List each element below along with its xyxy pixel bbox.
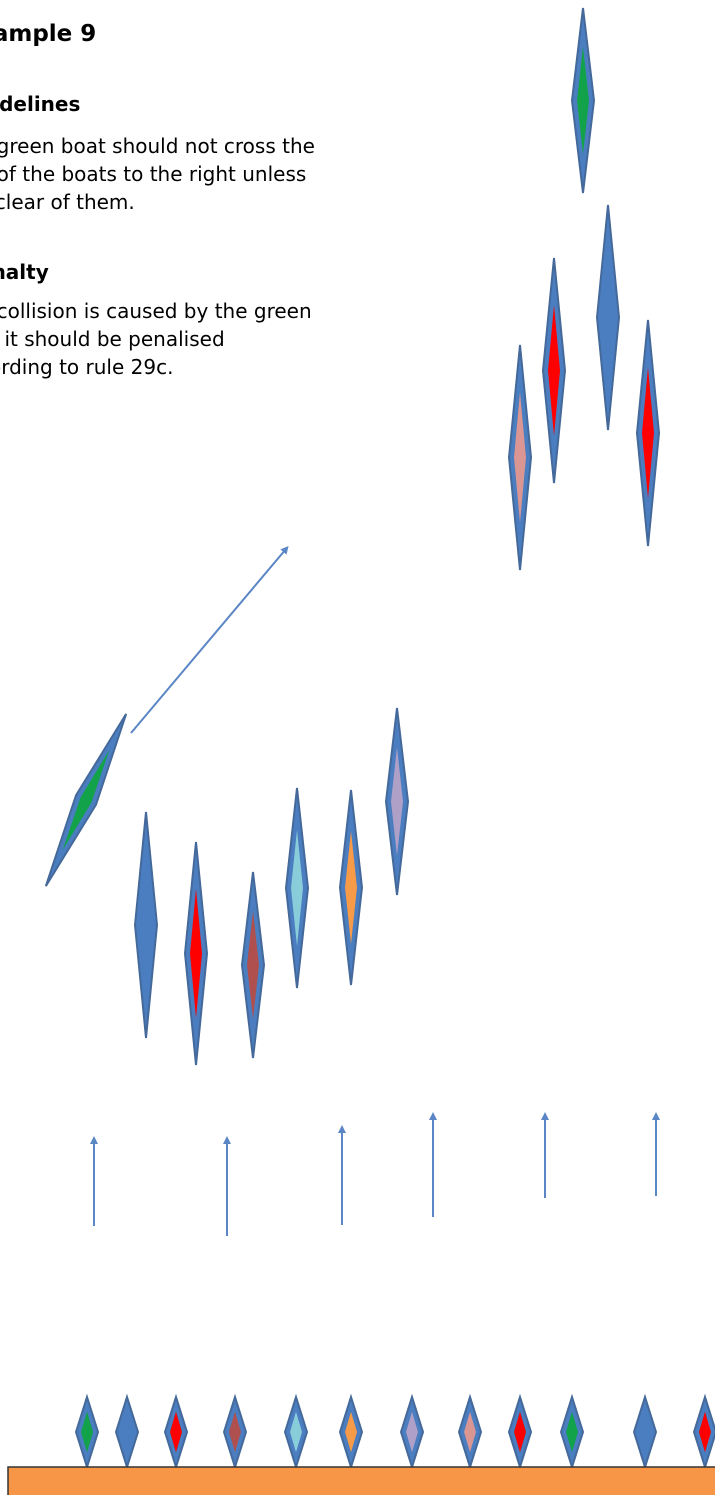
middle-group-boat-light-blue bbox=[284, 787, 310, 989]
start-line-boat-red bbox=[692, 1393, 715, 1471]
penalty-heading: enalty bbox=[0, 260, 49, 284]
start-line-boat-blue bbox=[114, 1393, 140, 1471]
top-group-boat-red bbox=[635, 319, 661, 547]
guidelines-heading: uidelines bbox=[0, 92, 81, 116]
middle-group-boat-blue bbox=[133, 811, 159, 1039]
guidelines-line: e of the boats to the right unless bbox=[0, 162, 307, 186]
guidelines-line: e green boat should not cross the bbox=[0, 134, 315, 158]
start-line-boat-green bbox=[559, 1393, 585, 1471]
top-group-boat-red bbox=[541, 257, 567, 484]
boats bbox=[44, 7, 715, 1471]
penalty-line: at it should be penalised bbox=[0, 327, 225, 351]
top-group-boat-pink bbox=[507, 344, 533, 571]
penalty-text: a collision is caused by the green at it… bbox=[0, 297, 312, 381]
movement-arrows bbox=[90, 545, 660, 1236]
penalty-line: a collision is caused by the green bbox=[0, 299, 312, 323]
start-line-pontoon bbox=[7, 1466, 715, 1495]
top-group-boat-blue bbox=[595, 204, 621, 431]
start-line-boat-purple bbox=[399, 1393, 425, 1471]
guidelines-text: e green boat should not cross the e of t… bbox=[0, 132, 315, 216]
middle-group-boat-brown bbox=[240, 871, 266, 1059]
guidelines-line: s clear of them. bbox=[0, 190, 135, 214]
page-title: xample 9 bbox=[0, 21, 97, 47]
start-line-boat-orange bbox=[338, 1393, 364, 1471]
start-line-boat-green bbox=[74, 1393, 100, 1471]
direction-arrow bbox=[130, 545, 289, 734]
middle-group-boat-green bbox=[44, 713, 128, 887]
start-line-boat-brown bbox=[222, 1393, 248, 1471]
start-line-boat-blue bbox=[632, 1393, 658, 1471]
middle-group-boat-orange bbox=[338, 789, 364, 986]
start-line-boat-pink bbox=[457, 1393, 483, 1471]
start-line-boat-light-blue bbox=[283, 1393, 309, 1471]
start-line-boat-red bbox=[507, 1393, 533, 1471]
start-line-boat-red bbox=[163, 1393, 189, 1471]
middle-group-boat-purple bbox=[384, 707, 410, 896]
top-group-boat-green bbox=[570, 7, 596, 194]
penalty-line: cording to rule 29c. bbox=[0, 355, 174, 379]
middle-group-boat-red bbox=[183, 841, 209, 1066]
